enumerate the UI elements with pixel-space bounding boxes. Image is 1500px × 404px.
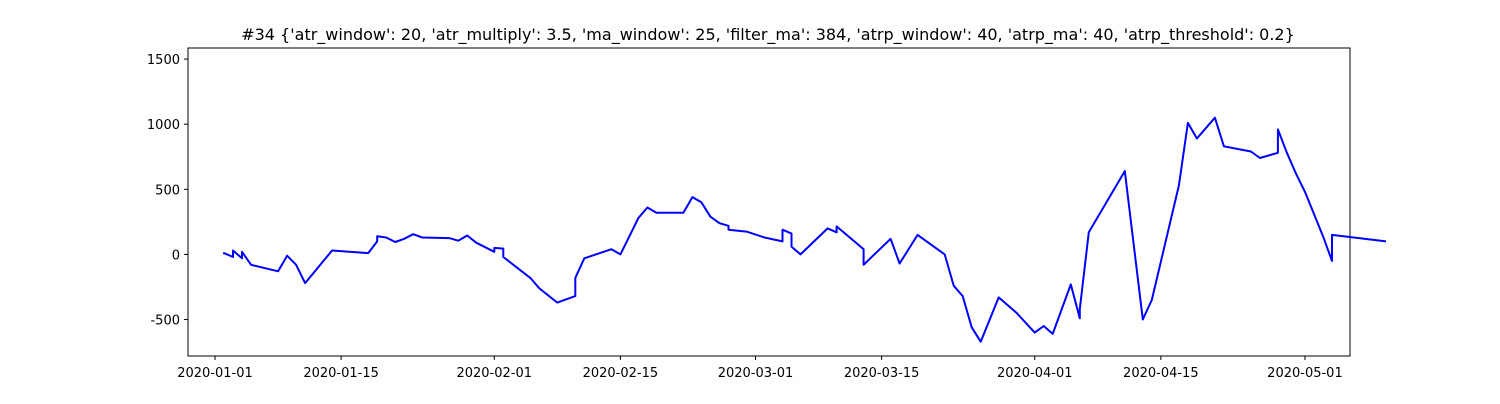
series-line [223,116,1387,343]
x-tick-label: 2020-04-15 [1123,366,1199,381]
x-axis: 2020-01-01 2020-01-15 2020-02-01 2020-02-15… [177,356,1343,381]
series-layer [223,116,1387,343]
x-tick-label: 2020-01-15 [303,366,379,381]
y-tick-label: 1000 [147,118,180,133]
plot-frame [187,47,1351,357]
y-tick-label: 500 [155,183,180,198]
y-tick-label: 1500 [147,53,180,68]
x-tick-label: 2020-05-01 [1267,366,1343,381]
y-tick-label: 0 [172,248,180,263]
x-tick-label: 2020-01-01 [177,366,253,381]
y-tick-label: -500 [150,314,180,329]
y-axis: -500 0 500 1000 1500 [147,53,188,329]
x-tick-label: 2020-03-15 [844,366,920,381]
x-tick-label: 2020-04-01 [997,366,1073,381]
x-tick-label: 2020-03-01 [718,366,794,381]
x-tick-label: 2020-02-01 [456,366,532,381]
chart-title: #34 {'atr_window': 20, 'atr_multiply': 3… [241,25,1295,45]
x-tick-label: 2020-02-15 [583,366,659,381]
